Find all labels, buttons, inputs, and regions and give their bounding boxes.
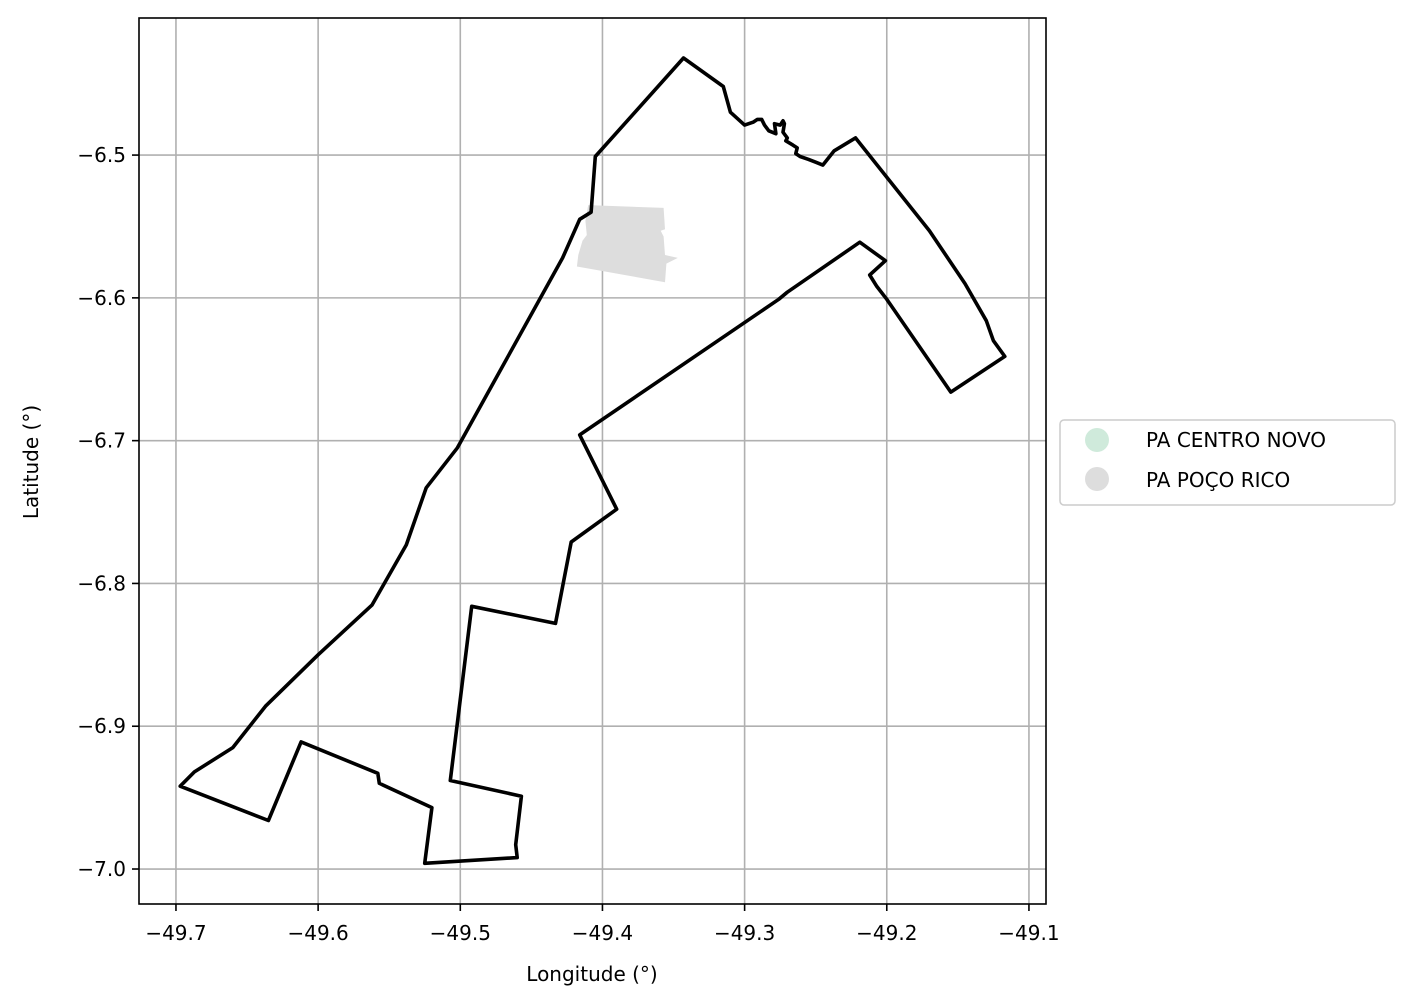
legend-marker-pa-centro-novo (1085, 428, 1109, 452)
y-tick-label-3: −6.8 (77, 571, 126, 595)
map-polygons (178, 56, 1007, 866)
grid-lines (139, 18, 1046, 904)
x-tick-label-1: −49.6 (287, 921, 348, 945)
x-tick-label-6: −49.1 (998, 921, 1059, 945)
legend-label-pa-centro-novo: PA CENTRO NOVO (1146, 428, 1326, 452)
legend-marker-pa-poco-rico (1085, 467, 1109, 491)
y-tick-label-4: −6.9 (77, 714, 126, 738)
x-axis-ticks: −49.7 −49.6 −49.5 −49.4 −49.3 −49.2 −49.1 (145, 904, 1060, 945)
x-tick-label-0: −49.7 (145, 921, 206, 945)
legend-box (1059, 419, 1396, 506)
plot-frame (138, 17, 1047, 905)
y-tick-label-5: −7.0 (77, 857, 126, 881)
polygon-pa-poco-rico (576, 205, 678, 283)
x-tick-label-3: −49.4 (572, 921, 633, 945)
legend: PA CENTRO NOVO PA POÇO RICO (1059, 419, 1396, 506)
y-axis-label: Latitude (°) (19, 405, 43, 519)
polygon-pa-centro-novo (178, 56, 1007, 866)
y-tick-label-0: −6.5 (77, 143, 126, 167)
x-axis-label: Longitude (°) (526, 962, 657, 986)
x-tick-label-5: −49.2 (856, 921, 917, 945)
y-tick-label-2: −6.7 (77, 429, 126, 453)
legend-label-pa-poco-rico: PA POÇO RICO (1146, 468, 1290, 492)
x-tick-label-2: −49.5 (430, 921, 491, 945)
y-axis-ticks: −6.5 −6.6 −6.7 −6.8 −6.9 −7.0 (77, 143, 139, 881)
x-tick-label-4: −49.3 (714, 921, 775, 945)
y-tick-label-1: −6.6 (77, 286, 126, 310)
